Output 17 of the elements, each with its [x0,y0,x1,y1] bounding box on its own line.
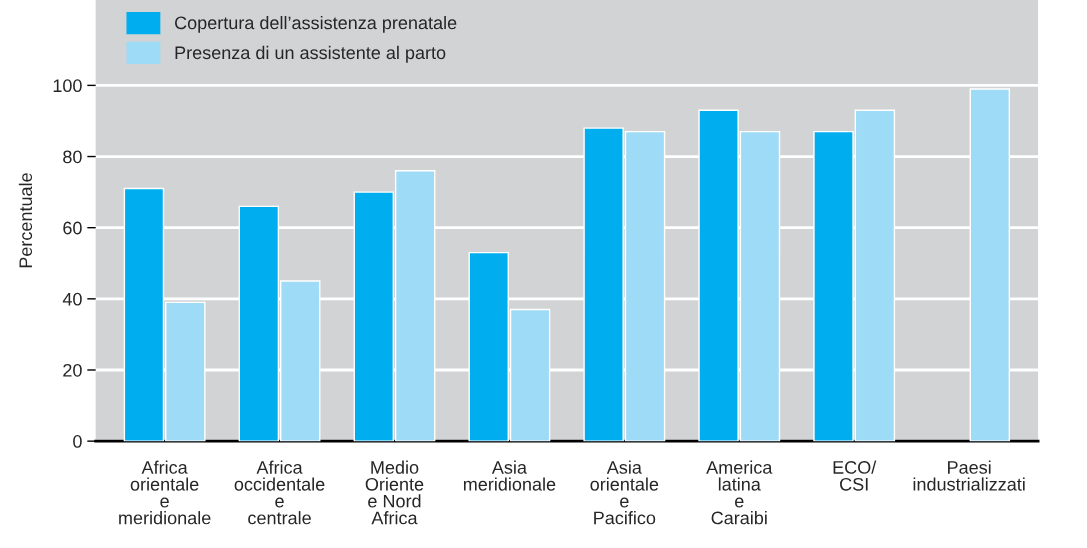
x-tick-label: Asia orientale e Pacifico [590,460,659,525]
y-tick-label: 60 [63,221,82,235]
y-tick-label: 100 [53,79,82,93]
x-tick-label: Asia meridionale [463,460,556,491]
y-tick-label: 40 [62,292,82,306]
x-tick-label: Paesi industrializzati [913,460,1025,491]
x-tick-label: ECO/ CSI [833,460,877,491]
y-tick-label: 80 [63,150,82,164]
x-tick-label: Africa occidentale e centrale [234,460,325,525]
y-tick-label: 20 [63,363,82,377]
y-axis-title: Percentuale [18,173,33,268]
legend-label: Presenza di un assistente al parto [175,45,446,63]
x-tick-label: America latina e Caraibi [706,460,773,525]
x-tick-label: Medio Oriente e Nord Africa [365,460,424,525]
y-tick-label: 0 [73,435,82,448]
legend-label: Copertura dell’assistenza prenatale [175,15,457,33]
x-tick-label: Africa orientale e meridionale [119,460,211,525]
